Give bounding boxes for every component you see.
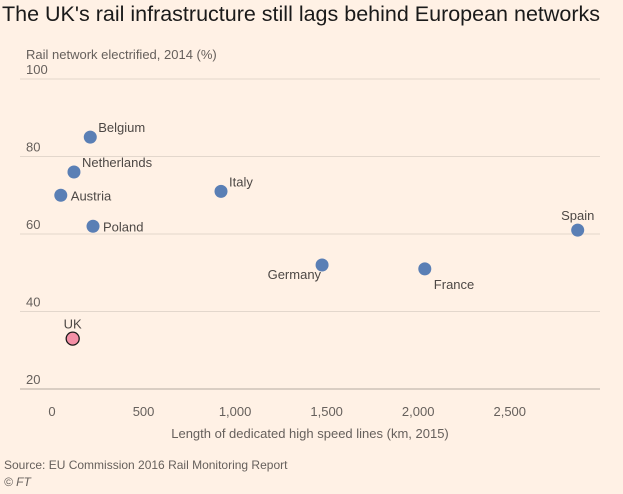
point-france: [418, 262, 432, 276]
y-tick-label: 40: [26, 295, 40, 310]
copyright-credit: © FT: [4, 475, 31, 489]
y-tick-label: 20: [26, 372, 40, 387]
source-note: Source: EU Commission 2016 Rail Monitori…: [4, 458, 288, 472]
data-points: [54, 130, 585, 346]
x-axis-title: Length of dedicated high speed lines (km…: [171, 426, 449, 441]
x-tick-label: 500: [133, 404, 155, 419]
point-label-belgium: Belgium: [98, 120, 145, 135]
point-label-poland: Poland: [103, 219, 143, 234]
gridlines: [20, 78, 600, 390]
x-tick-label: 2,000: [402, 404, 435, 419]
point-labels: Belgium Netherlands Austria Poland Italy Germ…: [64, 120, 595, 332]
y-axis-title: Rail network electrified, 2014 (%): [26, 47, 217, 62]
y-tick-label: 80: [26, 140, 40, 155]
y-tick-label: 60: [26, 217, 40, 232]
y-tick-labels: 20 40 60 80 100: [26, 62, 48, 387]
point-belgium: [83, 130, 97, 144]
point-uk: [65, 331, 80, 346]
x-tick-label: 0: [48, 404, 55, 419]
x-tick-label: 1,500: [310, 404, 343, 419]
point-netherlands: [67, 165, 81, 179]
point-label-spain: Spain: [561, 208, 594, 223]
point-poland: [86, 219, 100, 233]
point-label-germany: Germany: [268, 267, 322, 282]
point-germany: [315, 258, 329, 272]
point-label-austria: Austria: [71, 188, 112, 203]
point-label-uk: UK: [64, 317, 82, 332]
point-spain: [571, 223, 585, 237]
point-austria: [54, 188, 68, 202]
point-label-netherlands: Netherlands: [82, 155, 153, 170]
point-italy: [214, 184, 228, 198]
x-tick-label: 2,500: [493, 404, 526, 419]
point-label-france: France: [434, 277, 474, 292]
x-tick-label: 1,000: [219, 404, 252, 419]
chart-title: The UK's rail infrastructure still lags …: [2, 2, 601, 26]
point-label-italy: Italy: [229, 174, 253, 189]
y-tick-label: 100: [26, 62, 48, 77]
x-tick-labels: 0 500 1,000 1,500 2,000 2,500: [48, 404, 526, 419]
